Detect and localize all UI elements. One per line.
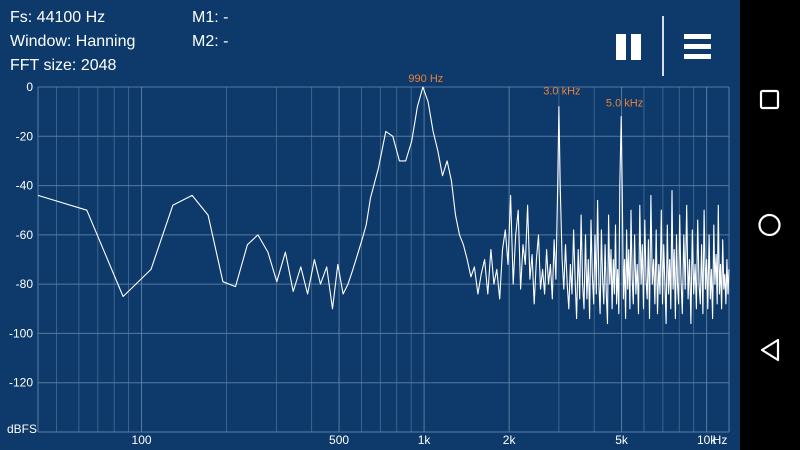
y-tick-label: -40 — [16, 179, 34, 193]
fft-size-label: FFT size: 2048 — [10, 57, 117, 74]
circle-icon — [758, 213, 781, 237]
y-axis-unit-label: dBFS — [7, 422, 37, 436]
x-tick-label: 1k — [418, 433, 432, 447]
y-tick-label: -100 — [9, 326, 33, 340]
y-tick-label: -60 — [16, 228, 34, 242]
x-tick-label: 10k — [697, 433, 717, 447]
toolbar-divider — [662, 16, 664, 76]
square-icon — [759, 89, 780, 110]
back-triangle-icon — [760, 338, 780, 362]
recents-button[interactable] — [750, 80, 790, 120]
x-tick-label: 500 — [329, 433, 349, 447]
home-button[interactable] — [750, 205, 790, 245]
hamburger-menu-icon — [684, 34, 711, 59]
x-tick-label: 100 — [132, 433, 152, 447]
pause-button[interactable] — [608, 20, 652, 72]
y-tick-label: -120 — [9, 376, 33, 390]
peak-label: 3.0 kHz — [543, 85, 580, 97]
android-navigation-bar — [740, 0, 800, 450]
peak-annotations: 990 Hz 3.0 kHz 5.0 kHz — [408, 73, 643, 110]
spectrum-chart[interactable]: 0 -20 -40 -60 -80 -100 -120 dBFS 100 500 1k 2k 5k 10k… — [0, 0, 740, 450]
menu-button[interactable] — [678, 20, 722, 72]
back-button[interactable] — [750, 330, 790, 370]
x-tick-label: 5k — [615, 433, 629, 447]
y-tick-label: -80 — [16, 277, 34, 291]
spectrum-analyzer-screen: 0 -20 -40 -60 -80 -100 -120 dBFS 100 500 1k 2k 5k 10k… — [0, 0, 740, 450]
x-tick-label: 2k — [503, 433, 517, 447]
spectrum-trace — [37, 86, 730, 325]
peak-label: 5.0 kHz — [606, 98, 643, 110]
peak-label: 990 Hz — [408, 73, 443, 85]
marker-2-label: M2: - — [192, 33, 229, 50]
marker-1-label: M1: - — [192, 9, 229, 26]
y-tick-label: -20 — [16, 129, 34, 143]
window-label: Window: Hanning — [10, 33, 136, 50]
axis-labels: 0 -20 -40 -60 -80 -100 -120 dBFS 100 500 1k 2k 5k 10k… — [7, 80, 727, 447]
y-tick-label: 0 — [26, 80, 33, 94]
toolbar — [600, 14, 740, 78]
sample-rate-label: Fs: 44100 Hz — [10, 9, 106, 26]
grid — [37, 86, 730, 433]
x-axis-unit-label: Hz — [713, 433, 728, 447]
spectrum-trace-layer — [37, 86, 730, 325]
pause-icon — [616, 34, 641, 60]
